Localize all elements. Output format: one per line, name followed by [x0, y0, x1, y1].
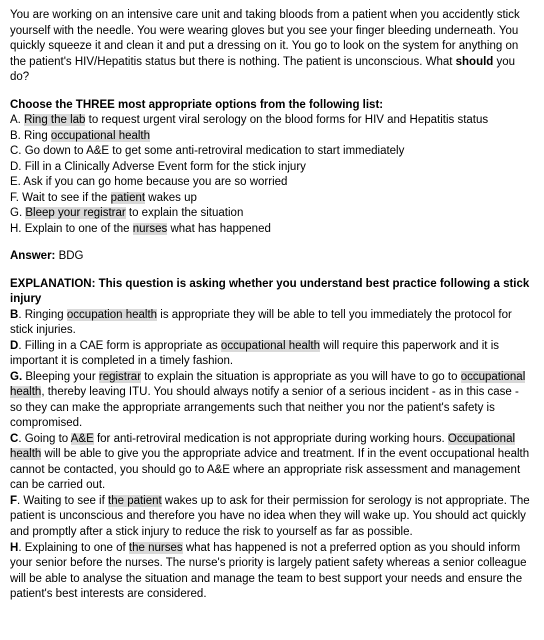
option-h-pre: H. Explain to one of the	[10, 223, 133, 235]
option-a-highlight: Ring the lab	[24, 114, 85, 126]
explanation-heading-block: EXPLANATION: This question is asking whe…	[10, 277, 534, 308]
option-g-highlight: Bleep your registrar	[25, 207, 125, 219]
option-a-post: to request urgent viral serology on the …	[85, 114, 488, 126]
option-f-pre: F. Wait to see if the	[10, 192, 111, 204]
option-h-post: what has happened	[167, 223, 271, 235]
option-e: E. Ask if you can go home because you ar…	[10, 175, 534, 191]
exp-g-lead: G.	[10, 371, 22, 383]
option-b: B. Ring occupational health	[10, 129, 534, 145]
exp-c-2: for anti-retroviral medication is not ap…	[94, 433, 448, 445]
option-a: A. Ring the lab to request urgent viral …	[10, 113, 534, 129]
exp-b-hl: occupation health	[67, 309, 157, 321]
option-g: G. Bleep your registrar to explain the s…	[10, 206, 534, 222]
option-b-pre: B. Ring	[10, 130, 51, 142]
explanation-h: H. Explaining to one of the nurses what …	[10, 541, 534, 603]
exp-d-1: . Filling in a CAE form is appropriate a…	[18, 340, 221, 352]
answer-block: Answer: BDG	[10, 249, 534, 265]
explanation-f: F. Waiting to see if the patient wakes u…	[10, 494, 534, 541]
exp-f-1: . Waiting to see if	[17, 495, 108, 507]
exp-d-hl: occupational health	[221, 340, 320, 352]
exp-f-lead: F	[10, 495, 17, 507]
option-g-pre: G.	[10, 207, 25, 219]
option-g-post: to explain the situation	[126, 207, 244, 219]
option-h: H. Explain to one of the nurses what has…	[10, 222, 534, 238]
exp-f-hl: the patient	[108, 495, 162, 507]
scenario-should: should	[456, 56, 494, 68]
explanation-g: G. Bleeping your registrar to explain th…	[10, 370, 534, 432]
choose-line: Choose the THREE most appropriate option…	[10, 99, 383, 111]
option-f-post: wakes up	[145, 192, 197, 204]
exp-h-hl: the nurses	[129, 542, 183, 554]
answer-label: Answer:	[10, 250, 59, 262]
scenario-part-1: You are working on an intensive care uni…	[10, 9, 520, 68]
exp-g-hl1: registrar	[99, 371, 141, 383]
option-b-highlight: occupational health	[51, 130, 150, 142]
exp-h-1: . Explaining to one of	[18, 542, 129, 554]
scenario-text: You are working on an intensive care uni…	[10, 8, 534, 86]
exp-c-hl1: A&E	[71, 433, 94, 445]
exp-c-1: . Going to	[18, 433, 70, 445]
choose-instruction: Choose the THREE most appropriate option…	[10, 98, 534, 114]
option-f-highlight: patient	[111, 192, 146, 204]
option-h-highlight: nurses	[133, 223, 168, 235]
explanation-heading: EXPLANATION: This question is asking whe…	[10, 278, 529, 306]
answer-value: BDG	[59, 250, 84, 262]
explanation-c: C. Going to A&E for anti-retroviral medi…	[10, 432, 534, 494]
exp-b-1: . Ringing	[18, 309, 67, 321]
exp-g-3: , thereby leaving ITU. You should always…	[10, 386, 519, 429]
question-document: You are working on an intensive care uni…	[0, 0, 544, 613]
option-f: F. Wait to see if the patient wakes up	[10, 191, 534, 207]
exp-g-1: Bleeping your	[22, 371, 99, 383]
explanation-b: B. Ringing occupation health is appropri…	[10, 308, 534, 339]
exp-c-3: will be able to give you the appropriate…	[10, 448, 529, 491]
option-a-pre: A.	[10, 114, 24, 126]
option-c: C. Go down to A&E to get some anti-retro…	[10, 144, 534, 160]
exp-g-2: to explain the situation is appropriate …	[141, 371, 461, 383]
option-d: D. Fill in a Clinically Adverse Event fo…	[10, 160, 534, 176]
explanation-d: D. Filling in a CAE form is appropriate …	[10, 339, 534, 370]
